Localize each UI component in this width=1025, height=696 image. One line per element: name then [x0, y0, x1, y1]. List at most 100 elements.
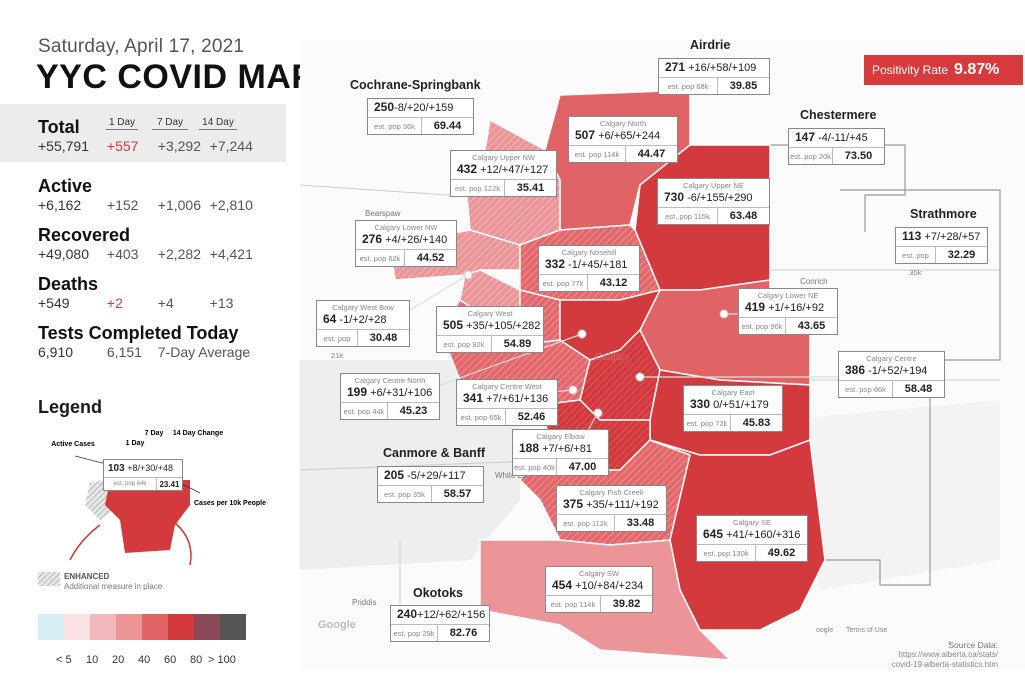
source-link-2[interactable]: covid-19-alberta-statistics.htm [891, 660, 998, 669]
positivity-rate-badge: Positivity Rate 9.87% [864, 55, 1023, 85]
calgary-centre-west-pop: est. pop 65k [460, 413, 502, 422]
scale-label-1: 10 [86, 654, 99, 666]
calgary-centre-pop: est. pop 66k [845, 385, 886, 394]
legend-sample-rate: 23.41 [156, 478, 182, 490]
callout-chestermere[interactable]: 147 -4/-11/+45 est. pop 20k 73.50 [788, 128, 885, 165]
strathmore-active: 113 [902, 229, 922, 243]
callout-calgary-centre[interactable]: Calgary Centre 386 -1/+52/+194 est. pop … [838, 351, 945, 398]
callout-calgary-elbow[interactable]: Calgary Elbow 188 +7/+6/+81 est. pop 40k… [512, 429, 609, 476]
callout-calgary-fish-creek[interactable]: Calgary Fish Creek 375 +35/+111/+192 est… [556, 485, 667, 532]
calgary-centre-north-rate: 45.23 [387, 403, 439, 419]
calgary-lower-nw-name: Calgary Lower NW [374, 223, 438, 232]
calgary-elbow-pop: est. pop 40k [514, 463, 555, 472]
stat-deaths-7d: +4 [157, 295, 174, 311]
callout-calgary-lower-ne[interactable]: Calgary Lower NE 419 +1/+16/+92 est. pop… [738, 288, 838, 335]
calgary-lower-nw-pop: est. pop 62k [359, 254, 401, 263]
calgary-north-pop: est. pop 114k [574, 150, 620, 159]
callout-calgary-se[interactable]: Calgary SE 645 +41/+160/+316 est. pop 13… [696, 515, 808, 562]
calgary-centre-west-active: 341 [463, 391, 484, 405]
callout-calgary-lower-nw[interactable]: Calgary Lower NW 276 +4/+26/+140 est. po… [355, 220, 457, 267]
stat-total-label: Total [38, 117, 80, 137]
color-scale [38, 614, 246, 640]
calgary-sw-pop: est. pop 114k [550, 600, 596, 609]
legend-sample-active: 103 [108, 463, 125, 474]
source-title: Source Data: [948, 640, 998, 650]
calgary-se-rate: 49.62 [755, 545, 807, 561]
callout-calgary-nosehill[interactable]: Calgary Nosehill 332 -1/+45/+181 est. po… [538, 245, 640, 292]
callout-calgary-centre-north[interactable]: Calgary Centre North 199 +6/+31/+106 est… [340, 373, 440, 420]
stat-recovered-7d: +2,282 [157, 246, 201, 262]
calgary-west-changes: +35/+105/+282 [466, 320, 541, 332]
okotoks-changes: +12/+62/+156 [417, 609, 486, 621]
marker-west-bow [463, 270, 473, 280]
calgary-upper-nw-rate: 35.41 [504, 180, 556, 196]
calgary-se-active: 645 [703, 527, 724, 541]
basemap-label-calgary: Calgary [595, 352, 629, 363]
calgary-sw-active: 454 [552, 578, 573, 592]
callout-airdrie[interactable]: 271 +16/+58/+109 est. pop 68k 39.85 [658, 58, 770, 95]
scale-swatch-5 [168, 614, 194, 640]
strathmore-title: Strathmore [910, 207, 977, 221]
calgary-nosehill-active: 332 [545, 257, 566, 271]
col-header-14day: 14 Day [199, 117, 237, 130]
scale-swatch-7 [220, 614, 246, 640]
strathmore-changes: +7/+28/+57 [924, 231, 981, 243]
calgary-centre-west-name: Calgary Centre West [472, 382, 542, 391]
airdrie-rate: 39.85 [717, 78, 769, 94]
legend-label-cases-per: Cases per 10k People [194, 500, 266, 507]
stat-recovered-14d: +4,421 [209, 246, 253, 262]
callout-okotoks[interactable]: 240+12/+62/+156 est. pop 29k 82.76 [390, 605, 490, 642]
calgary-se-changes: +41/+160/+316 [726, 529, 801, 541]
calgary-elbow-name: Calgary Elbow [536, 432, 585, 441]
calgary-centre-north-changes: +6/+31/+106 [370, 387, 433, 399]
callout-canmore[interactable]: 205 -5/+29/+117 est. pop 35k 58.57 [377, 466, 484, 503]
positivity-value: 9.87% [954, 61, 1000, 78]
marker-centre [635, 372, 645, 382]
calgary-lower-nw-active: 276 [362, 232, 383, 246]
callout-calgary-east[interactable]: Calgary East 330 0/+51/+179 est. pop 72k… [683, 385, 783, 432]
enhanced-hatch-icon [38, 572, 60, 586]
enhanced-desc: Additional measure in place [64, 582, 163, 591]
legend-leader-rate [179, 482, 201, 494]
calgary-lower-nw-changes: +4/+26/+140 [385, 234, 448, 246]
calgary-east-rate: 45.83 [730, 415, 782, 431]
canmore-changes: -5/+29/+117 [407, 470, 466, 482]
google-logo: Google [318, 619, 356, 631]
stat-deaths-14d: +13 [209, 295, 234, 311]
basemap-terms: Terms of Use [846, 627, 887, 634]
callout-calgary-sw[interactable]: Calgary SW 454 +10/+84/+234 est. pop 114… [545, 566, 653, 613]
callout-strathmore[interactable]: 113 +7/+28/+57 est. pop 35k 32.29 [895, 227, 988, 277]
callout-calgary-upper-ne[interactable]: Calgary Upper NE 730 -6/+155/+290 est. p… [657, 178, 770, 225]
callout-calgary-north[interactable]: Calgary North 507 +6/+65/+244 est. pop 1… [568, 116, 678, 163]
airdrie-changes: +16/+58/+109 [688, 62, 757, 74]
stat-active-14d: +2,810 [209, 197, 253, 213]
cochrane-title: Cochrane-Springbank [350, 78, 481, 92]
enhanced-label: ENHANCED [64, 572, 110, 581]
legend-label-7day: 7 Day [145, 430, 164, 437]
calgary-centre-changes: -1/+52/+194 [868, 365, 928, 377]
legend-label-1day: 1 Day [126, 440, 145, 447]
callout-calgary-centre-west[interactable]: Calgary Centre West 341 +7/+61/+136 est.… [456, 379, 558, 426]
page-title: YYC COVID MAP [36, 58, 315, 96]
calgary-west-pop: est. pop 92k [443, 340, 485, 349]
calgary-fish-creek-rate: 33.48 [614, 515, 666, 531]
stat-deaths-1d: +2 [106, 295, 123, 311]
leader-west-bow [409, 274, 469, 311]
cochrane-rate: 69.44 [421, 118, 473, 134]
callout-calgary-west-bow[interactable]: Calgary West Bow 64 -1/+2/+28 est. pop 2… [316, 300, 410, 360]
scale-swatch-1 [64, 614, 90, 640]
callout-calgary-west[interactable]: Calgary West 505 +35/+105/+282 est. pop … [436, 306, 544, 353]
callout-calgary-upper-nw[interactable]: Calgary Upper NW 432 +12/+47/+127 est. p… [450, 150, 557, 197]
canmore-title: Canmore & Banff [383, 446, 486, 460]
calgary-upper-ne-rate: 63.48 [717, 208, 769, 224]
chestermere-pop: est. pop 20k [790, 152, 831, 161]
calgary-centre-west-changes: +7/+61/+136 [486, 393, 549, 405]
source-link-1[interactable]: https://www.alberta.ca/stats/ [898, 650, 998, 659]
calgary-east-changes: 0/+51/+179 [713, 399, 769, 411]
okotoks-active: 240 [397, 607, 418, 621]
calgary-lower-ne-active: 419 [745, 300, 766, 314]
calgary-fish-creek-name: Calgary Fish Creek [579, 488, 644, 497]
calgary-upper-ne-pop: est. pop 115k [665, 212, 710, 221]
map-date: Saturday, April 17, 2021 [38, 36, 245, 57]
callout-cochrane[interactable]: 250-8/+20/+159 est. pop 36k 69.44 [367, 98, 474, 135]
